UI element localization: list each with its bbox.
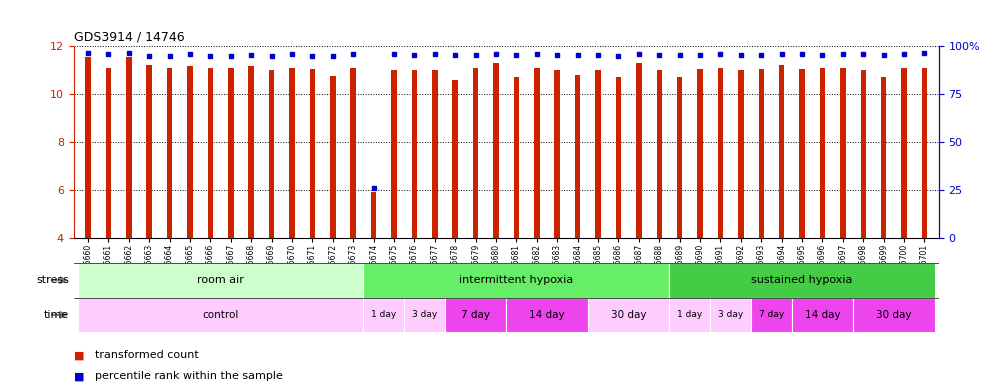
Text: stress: stress bbox=[36, 275, 69, 285]
Bar bbox=[228, 68, 234, 238]
Text: 1 day: 1 day bbox=[677, 310, 703, 319]
Bar bbox=[669, 263, 935, 298]
Bar bbox=[433, 70, 437, 238]
Bar bbox=[697, 69, 703, 238]
Bar bbox=[554, 70, 560, 238]
Bar bbox=[78, 298, 364, 332]
Text: 3 day: 3 day bbox=[718, 310, 743, 319]
Bar bbox=[404, 298, 445, 332]
Bar bbox=[677, 77, 682, 238]
Text: percentile rank within the sample: percentile rank within the sample bbox=[95, 371, 283, 381]
Bar bbox=[636, 63, 642, 238]
Bar bbox=[615, 77, 621, 238]
Bar bbox=[364, 263, 669, 298]
Bar bbox=[86, 57, 90, 238]
Bar bbox=[779, 65, 784, 238]
Bar bbox=[669, 298, 711, 332]
Text: 14 day: 14 day bbox=[805, 310, 840, 320]
Bar bbox=[269, 70, 274, 238]
Bar bbox=[588, 298, 669, 332]
Bar bbox=[364, 298, 404, 332]
Bar bbox=[596, 70, 601, 238]
Text: 1 day: 1 day bbox=[372, 310, 396, 319]
Text: 14 day: 14 day bbox=[529, 310, 565, 320]
Text: 30 day: 30 day bbox=[876, 310, 911, 320]
Bar bbox=[310, 69, 316, 238]
Bar bbox=[493, 63, 498, 238]
Text: 7 day: 7 day bbox=[759, 310, 784, 319]
Bar bbox=[534, 68, 540, 238]
Bar bbox=[860, 70, 866, 238]
Text: time: time bbox=[43, 310, 69, 320]
Bar bbox=[473, 68, 479, 238]
Bar bbox=[840, 68, 845, 238]
Bar bbox=[126, 57, 132, 238]
Text: 3 day: 3 day bbox=[412, 310, 437, 319]
Text: ■: ■ bbox=[74, 350, 87, 360]
Text: room air: room air bbox=[198, 275, 244, 285]
Bar bbox=[718, 68, 723, 238]
Bar bbox=[78, 263, 364, 298]
Bar bbox=[853, 298, 935, 332]
Text: 7 day: 7 day bbox=[461, 310, 491, 320]
Bar bbox=[445, 298, 506, 332]
Bar bbox=[711, 298, 751, 332]
Bar bbox=[452, 80, 458, 238]
Bar bbox=[105, 68, 111, 238]
Bar bbox=[799, 69, 805, 238]
Bar bbox=[751, 298, 792, 332]
Bar bbox=[901, 68, 907, 238]
Text: GDS3914 / 14746: GDS3914 / 14746 bbox=[74, 30, 185, 43]
Bar bbox=[187, 66, 193, 238]
Bar bbox=[330, 76, 335, 238]
Bar bbox=[575, 75, 580, 238]
Bar bbox=[412, 70, 417, 238]
Bar bbox=[289, 68, 295, 238]
Bar bbox=[792, 298, 853, 332]
Text: transformed count: transformed count bbox=[95, 350, 200, 360]
Bar bbox=[514, 77, 519, 238]
Bar bbox=[371, 192, 376, 238]
Bar bbox=[207, 68, 213, 238]
Bar bbox=[657, 70, 662, 238]
Bar bbox=[249, 66, 254, 238]
Bar bbox=[881, 77, 887, 238]
Bar bbox=[738, 70, 743, 238]
Text: sustained hypoxia: sustained hypoxia bbox=[751, 275, 853, 285]
Bar bbox=[351, 68, 356, 238]
Text: 30 day: 30 day bbox=[610, 310, 647, 320]
Bar bbox=[922, 68, 927, 238]
Bar bbox=[506, 298, 588, 332]
Text: control: control bbox=[202, 310, 239, 320]
Text: ■: ■ bbox=[74, 371, 87, 381]
Text: intermittent hypoxia: intermittent hypoxia bbox=[459, 275, 573, 285]
Bar bbox=[759, 69, 764, 238]
Bar bbox=[391, 70, 397, 238]
Bar bbox=[167, 68, 172, 238]
Bar bbox=[146, 65, 152, 238]
Bar bbox=[820, 68, 825, 238]
